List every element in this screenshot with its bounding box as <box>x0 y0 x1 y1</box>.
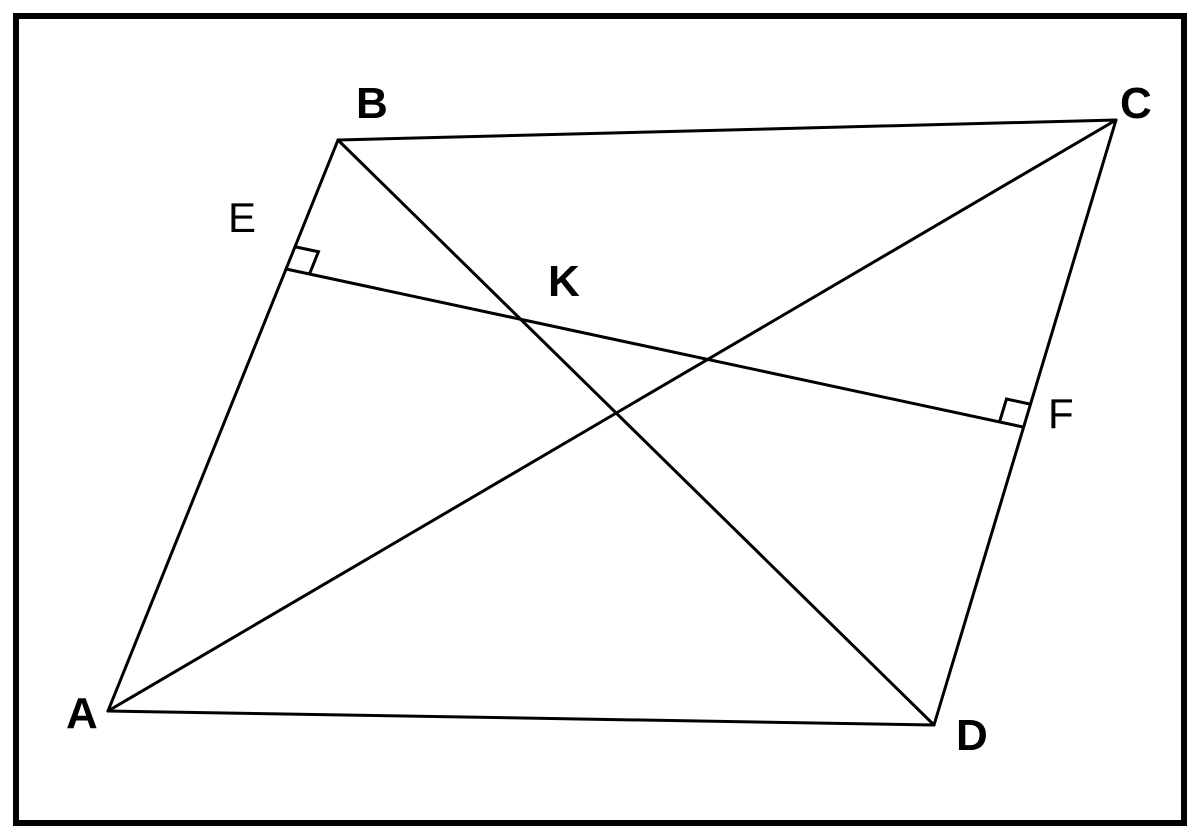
label-E: E <box>228 194 256 241</box>
label-K: K <box>548 257 580 306</box>
label-F: F <box>1048 390 1074 437</box>
label-B: B <box>356 79 388 128</box>
label-D: D <box>956 711 988 760</box>
label-A: A <box>66 689 98 738</box>
label-C: C <box>1120 79 1152 128</box>
geometry-diagram: A B C D E F K <box>0 0 1200 839</box>
